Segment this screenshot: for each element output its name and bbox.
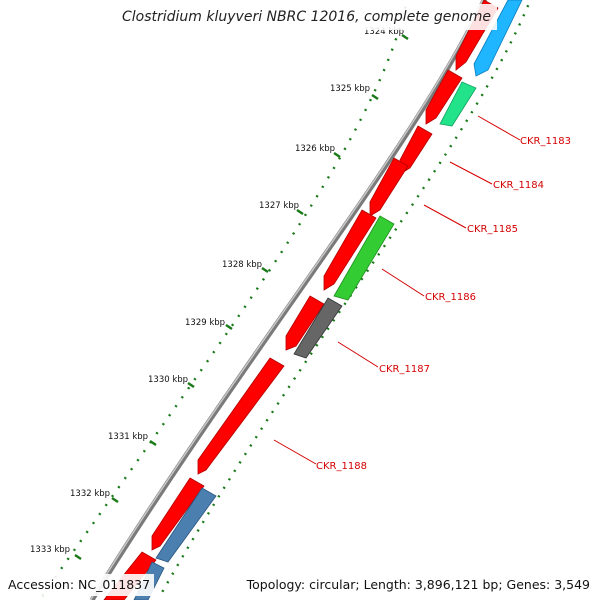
callout-line (423, 204, 467, 229)
gene-arrow[interactable] (425, 69, 463, 125)
kbp-label: 1333 kbp (30, 545, 70, 555)
gene-label[interactable]: CKR_1186 (425, 292, 476, 303)
gc-track-inner (158, 0, 532, 597)
tick-mark (187, 381, 195, 389)
tick-mark (333, 151, 341, 159)
gene-label[interactable]: CKR_1183 (520, 136, 571, 147)
gene-arrow[interactable] (323, 209, 377, 291)
callout-line (273, 439, 317, 465)
kbp-label: 1332 kbp (70, 489, 110, 499)
kbp-label: 1328 kbp (222, 260, 262, 270)
gene-arrow[interactable] (473, 0, 523, 77)
genome-title: Clostridium kluyveri NBRC 12016, complet… (116, 4, 498, 30)
gene-arrow[interactable] (155, 487, 217, 563)
kbp-label: 1330 kbp (148, 375, 188, 385)
callout-line (337, 341, 379, 368)
gene-arrow[interactable] (293, 297, 343, 359)
callout-line (477, 115, 521, 141)
kbp-label: 1327 kbp (259, 201, 299, 211)
tick-mark (401, 33, 409, 41)
callout-line (381, 268, 425, 297)
kbp-label: 1325 kbp (330, 84, 370, 94)
tick-mark (149, 439, 157, 447)
kbp-label: 1324 kbp (364, 27, 404, 37)
callout-line (449, 161, 493, 185)
gene-arrow[interactable] (151, 477, 205, 551)
gene-label[interactable]: CKR_1184 (493, 180, 544, 191)
gene-arrow[interactable] (369, 157, 409, 217)
tick-mark (296, 208, 304, 216)
tick-mark (111, 496, 119, 504)
tick-mark (74, 553, 82, 561)
backbone-arc (89, 0, 487, 600)
tick-mark (371, 93, 379, 101)
kbp-label: 1326 kbp (295, 144, 335, 154)
kbp-ticks: 1324 kbp 1325 kbp 1326 kbp 1327 kbp 1328… (30, 27, 409, 561)
gc-track-outer (41, 0, 409, 597)
gene-arrow[interactable] (197, 357, 285, 475)
gene-label[interactable]: CKR_1185 (467, 224, 518, 235)
tick-mark (225, 323, 233, 331)
gene-arrow[interactable] (285, 295, 325, 351)
backbone-arc-highlight (89, 0, 484, 600)
reverse-genes (133, 0, 523, 600)
gene-label[interactable]: CKR_1187 (379, 364, 430, 375)
forward-genes (103, 0, 499, 600)
topology-summary: Topology: circular; Length: 3,896,121 bp… (242, 574, 594, 596)
gene-arrow[interactable] (439, 81, 477, 127)
gene-label[interactable]: CKR_1188 (316, 461, 367, 472)
gene-arrow[interactable] (333, 215, 395, 301)
kbp-label: 1331 kbp (108, 432, 148, 442)
accession-text: Accession: NC_011837 (4, 574, 155, 596)
tick-mark (261, 266, 269, 274)
gene-callouts: CKR_1183 CKR_1184 CKR_1185 CKR_1186 CKR_… (273, 115, 571, 472)
kbp-label: 1329 kbp (185, 318, 225, 328)
